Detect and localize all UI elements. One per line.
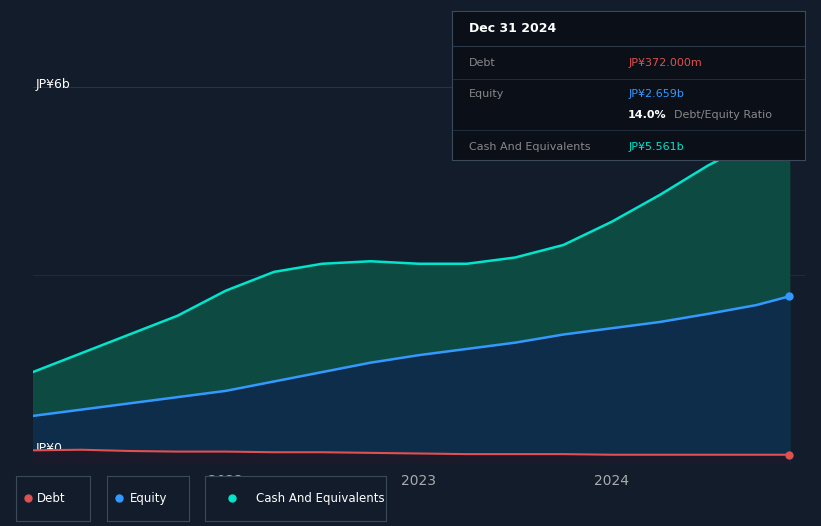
Text: JP¥0: JP¥0 — [35, 442, 62, 455]
Text: Debt: Debt — [37, 492, 66, 505]
Text: Cash And Equivalents: Cash And Equivalents — [256, 492, 384, 505]
Text: 14.0%: 14.0% — [628, 110, 667, 120]
Text: JP¥6b: JP¥6b — [35, 78, 70, 91]
Point — [782, 110, 796, 119]
Text: Debt/Equity Ratio: Debt/Equity Ratio — [674, 110, 772, 120]
Text: Dec 31 2024: Dec 31 2024 — [470, 22, 557, 35]
Text: JP¥2.659b: JP¥2.659b — [628, 89, 684, 99]
Point — [782, 292, 796, 300]
Text: JP¥5.561b: JP¥5.561b — [628, 142, 684, 152]
Text: Cash And Equivalents: Cash And Equivalents — [470, 142, 590, 152]
Text: JP¥372.000m: JP¥372.000m — [628, 58, 702, 68]
Text: Equity: Equity — [130, 492, 167, 505]
Point — [782, 451, 796, 459]
Text: Equity: Equity — [470, 89, 505, 99]
Text: Debt: Debt — [470, 58, 496, 68]
